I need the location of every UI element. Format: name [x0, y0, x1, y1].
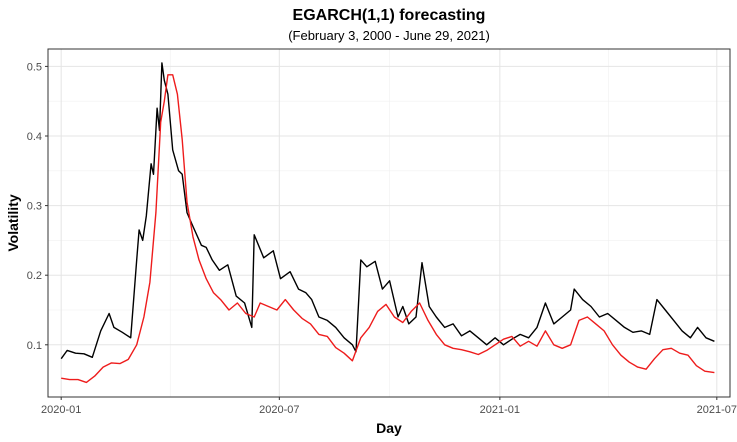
y-axis-title: Volatility: [5, 194, 21, 252]
major-gridlines: [48, 49, 730, 397]
y-tick-label: 0.1: [27, 340, 42, 352]
x-tick-label: 2020-07: [259, 404, 299, 416]
chart-subtitle: (February 3, 2000 - June 29, 2021): [288, 28, 490, 43]
y-tick-label: 0.5: [27, 61, 42, 73]
y-tick-label: 0.4: [27, 131, 42, 143]
x-tick-label: 2021-07: [697, 404, 737, 416]
plot-panel-border: [47, 48, 731, 398]
chart-title: EGARCH(1,1) forecasting: [293, 7, 486, 24]
series-line-2: [61, 74, 715, 384]
series-lines: [60, 62, 715, 384]
x-tick-label: 2020-01: [41, 404, 81, 416]
x-tick-label: 2021-01: [480, 404, 520, 416]
axis-ticks: 0.1 0.2 0.3 0.4 0.5 2020-01 2020-07 2021-01 2021…: [27, 61, 737, 416]
series-line-1: [60, 62, 715, 360]
y-tick-label: 0.3: [27, 201, 42, 213]
x-axis-title: Day: [376, 420, 402, 436]
y-tick-label: 0.2: [27, 270, 42, 282]
